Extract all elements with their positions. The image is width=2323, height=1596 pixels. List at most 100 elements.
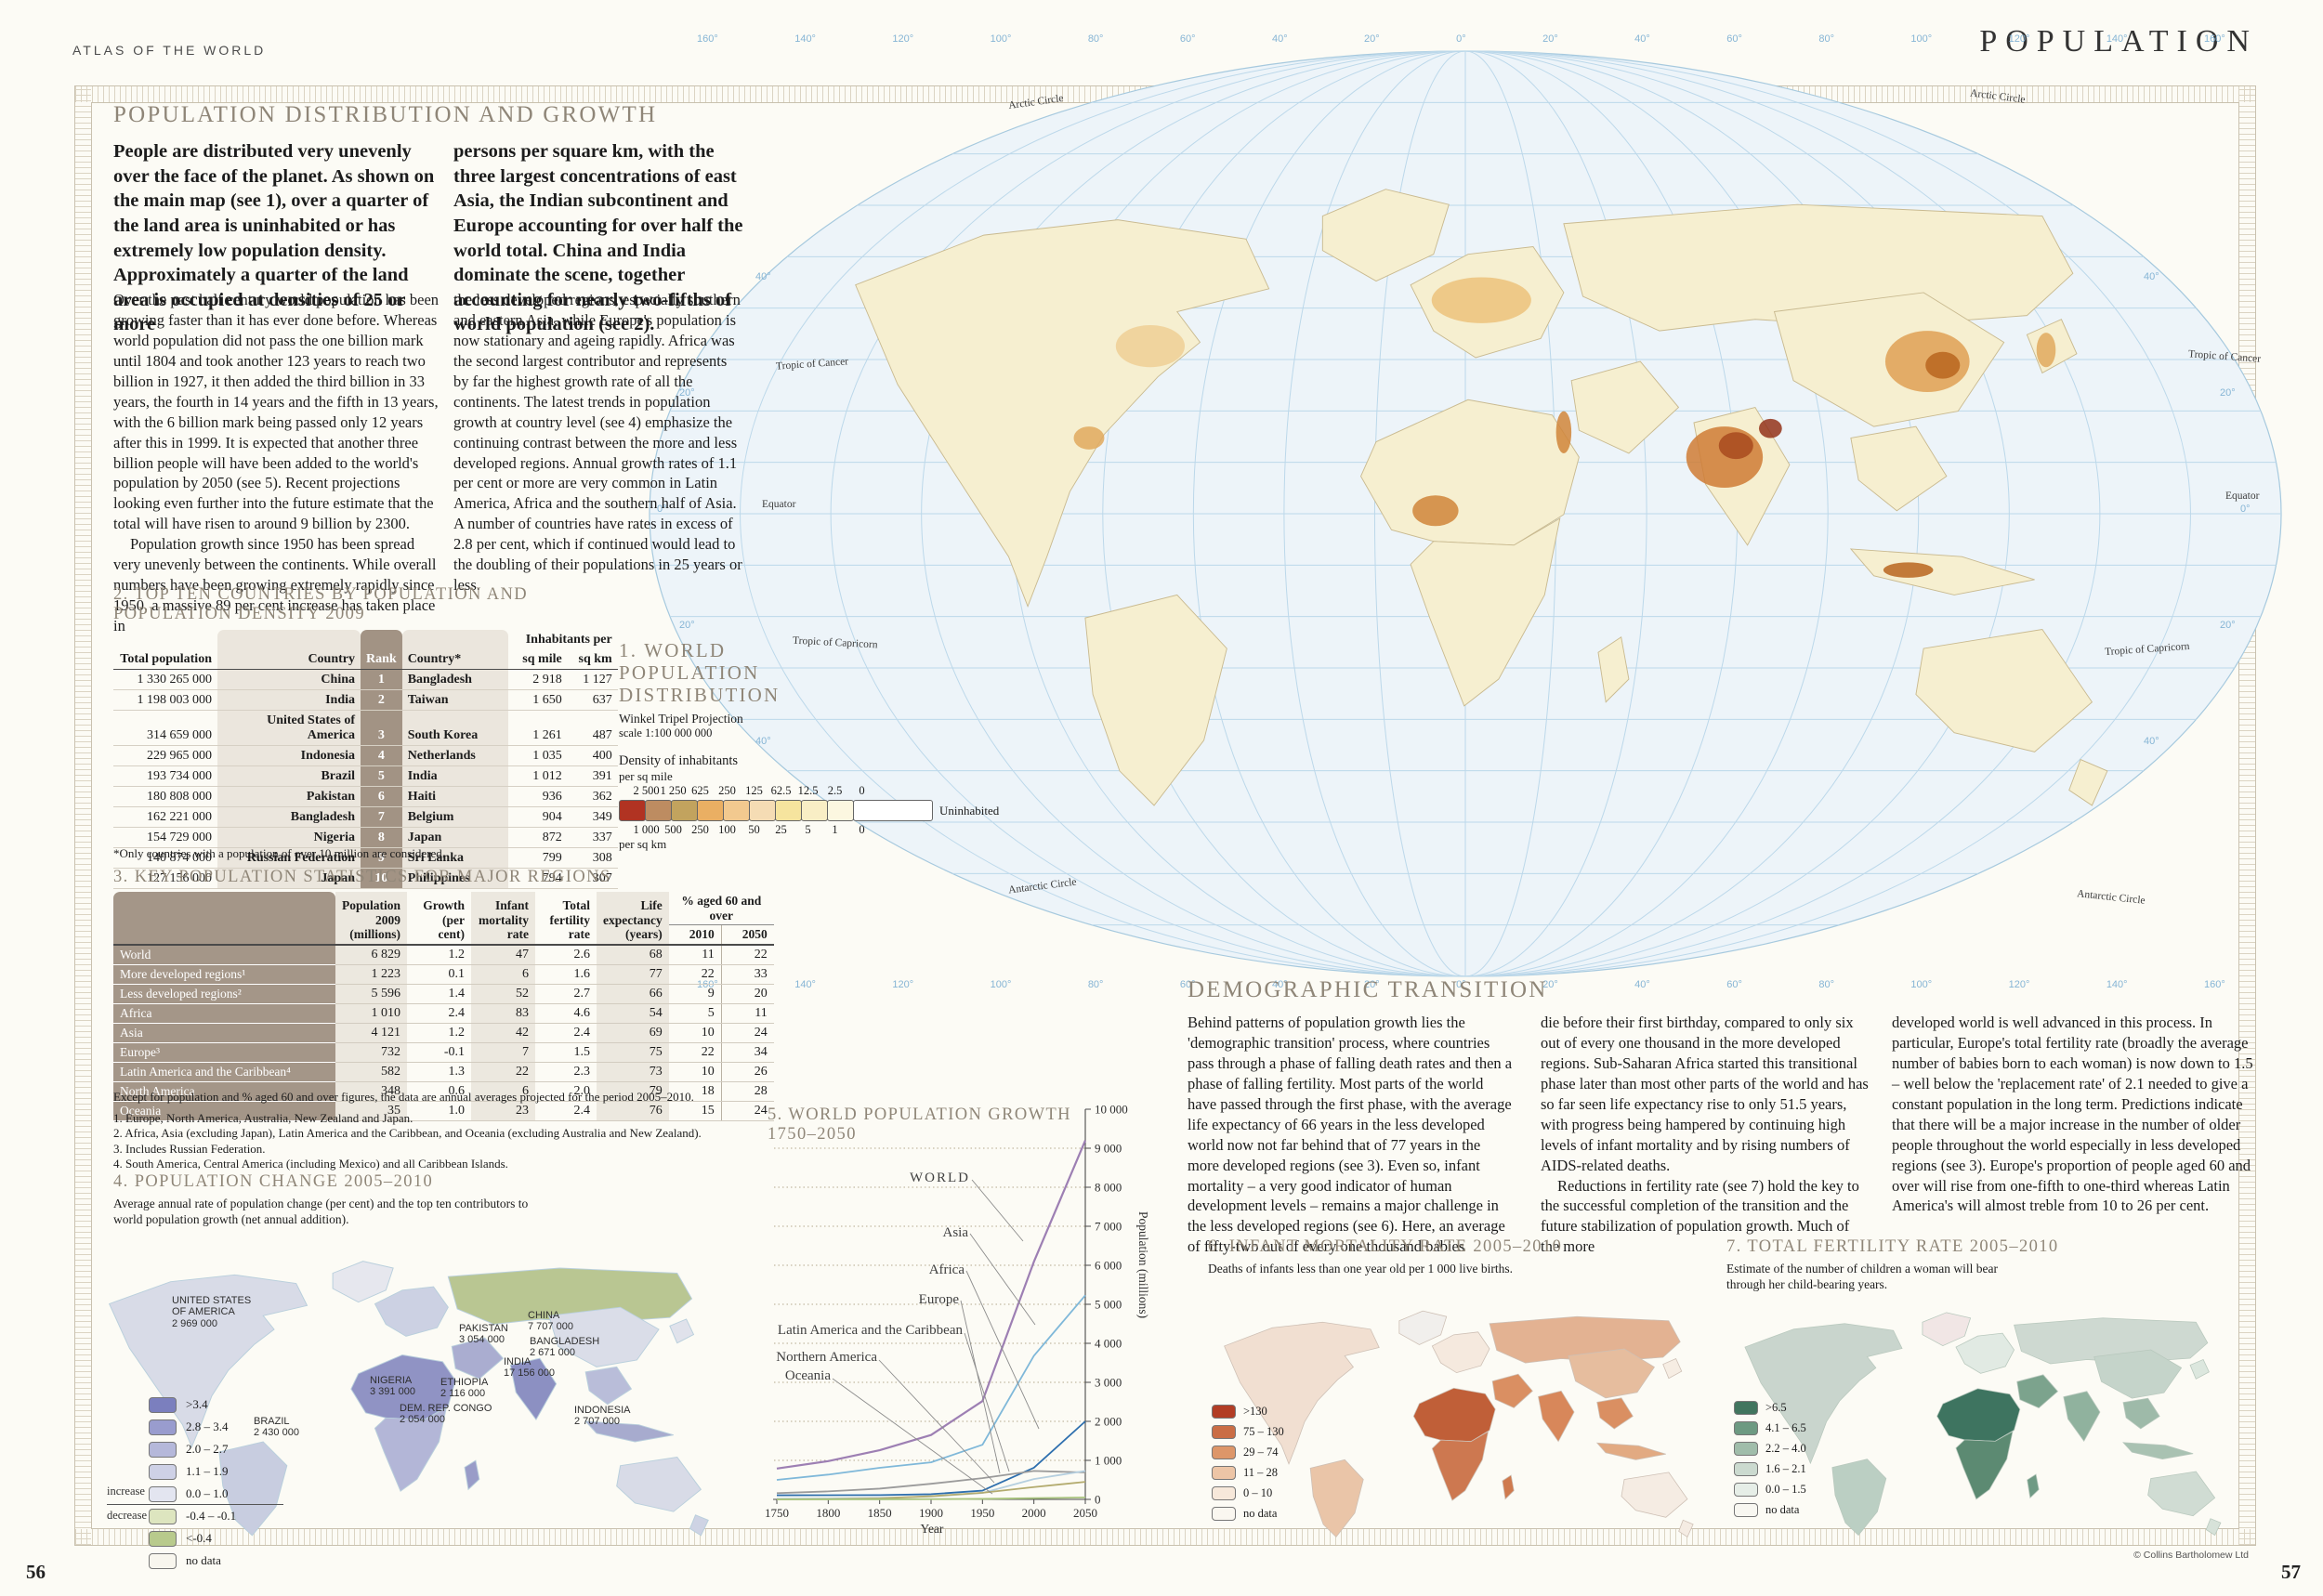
density-swatch xyxy=(645,800,672,822)
country-callout: BRAZIL 2 430 000 xyxy=(254,1416,299,1439)
col-infant-mortality: Infant mortality rate xyxy=(471,892,536,946)
svg-text:6 000: 6 000 xyxy=(1095,1259,1122,1273)
legend-swatch xyxy=(1212,1445,1236,1459)
legend-row: 0 – 10 xyxy=(1212,1483,1284,1503)
country-callout: PAKISTAN 3 054 000 xyxy=(459,1323,508,1346)
table-row: 140 874 000 Russian Federation 9 Sri Lan… xyxy=(113,847,618,869)
legend-row: >6.5 xyxy=(1734,1397,1806,1418)
map7-subtitle: Estimate of the number of children a wom… xyxy=(1726,1262,1999,1291)
equator-label: Equator xyxy=(762,499,796,510)
series-label-world: WORLD xyxy=(910,1171,970,1185)
table-row: 1 330 265 000 China 1 Bangladesh 2 918 1… xyxy=(113,669,618,690)
density-swatch xyxy=(749,800,776,822)
demographic-col3: developed world is well advanced in this… xyxy=(1892,1014,2253,1215)
col-rank: Rank xyxy=(361,649,402,670)
world-map-svg xyxy=(649,50,2282,977)
density-swatch xyxy=(853,800,933,822)
map7-legend: >6.5 4.1 – 6.5 2.2 – 4.0 1.6 – 2.1 0.0 –… xyxy=(1734,1397,1806,1520)
series-label-northern-america: Northern America xyxy=(776,1350,877,1365)
density-swatch xyxy=(723,800,750,822)
series-label-oceania: Oceania xyxy=(784,1368,831,1383)
legend-swatch xyxy=(149,1485,177,1502)
map-latitude-label: 20° xyxy=(679,620,695,631)
legend-swatch xyxy=(1734,1400,1758,1415)
country-callout: NIGERIA 3 391 000 xyxy=(370,1375,415,1398)
table3-footnotes: 1. Europe, North America, Australia, New… xyxy=(113,1111,782,1171)
table-row: More developed regions¹ 1 223 0.1 6 1.6 … xyxy=(113,964,774,985)
legend-row: 2.0 – 2.7 xyxy=(149,1438,321,1460)
density-legend-title: Density of inhabitants xyxy=(619,753,739,769)
legend-row: 0.0 – 1.5 xyxy=(1734,1479,1806,1499)
col-total-population: Total population xyxy=(113,649,217,670)
svg-text:2000: 2000 xyxy=(1022,1506,1046,1520)
svg-text:9 000: 9 000 xyxy=(1095,1142,1122,1156)
demographic-paragraph: die before their first birthday, compare… xyxy=(1541,1014,1869,1174)
svg-text:3 000: 3 000 xyxy=(1095,1376,1122,1390)
top-ten-countries-table: Inhabitants per Total population Country… xyxy=(113,630,618,889)
svg-text:1750: 1750 xyxy=(765,1506,789,1520)
footnote-line: 4. South America, Central America (inclu… xyxy=(113,1156,508,1171)
col-life-expectancy: Life expectancy (years) xyxy=(597,892,669,946)
density-swatch xyxy=(697,800,724,822)
svg-text:1800: 1800 xyxy=(816,1506,840,1520)
frame-tickband-bottom xyxy=(75,1529,2255,1545)
table-row: Europe³ 732 -0.1 7 1.5 75 22 34 xyxy=(113,1042,774,1063)
map-latitude-label: 40° xyxy=(2144,271,2159,282)
svg-text:10 000: 10 000 xyxy=(1095,1103,1128,1117)
svg-text:7 000: 7 000 xyxy=(1095,1220,1122,1234)
key-population-statistics-table: Population 2009 (millions) Growth (per c… xyxy=(113,892,774,1121)
table-row: Less developed regions² 5 596 1.4 52 2.7… xyxy=(113,984,774,1004)
map6-title: 6. INFANT MORTALITY RATE 2005–2010 xyxy=(1208,1237,1563,1256)
demographic-col1: Behind patterns of population growth lie… xyxy=(1188,1014,1513,1256)
country-callout: INDIA 17 156 000 xyxy=(504,1356,556,1380)
legend-swatch xyxy=(1734,1441,1758,1456)
legend-swatch xyxy=(1212,1506,1236,1521)
infant-mortality-map-svg xyxy=(1224,1310,1694,1538)
table-row: 314 659 000 United States of America 3 S… xyxy=(113,710,618,746)
footnote-line: 3. Includes Russian Federation. xyxy=(113,1141,266,1156)
legend-row: no data xyxy=(1212,1503,1284,1524)
svg-text:5 000: 5 000 xyxy=(1095,1298,1122,1312)
legend-row: 0.0 – 1.0 xyxy=(149,1483,321,1505)
map-latitude-label: 40° xyxy=(2144,736,2159,747)
density-values-per-sq-km: 1 000 500 250 100 50 25 5 1 0 xyxy=(633,823,865,837)
map4-title: 4. POPULATION CHANGE 2005–2010 xyxy=(113,1172,434,1191)
col-population: Population 2009 (millions) xyxy=(335,892,408,946)
footnote-line: 1. Europe, North America, Australia, New… xyxy=(113,1111,413,1125)
map7-title: 7. TOTAL FERTILITY RATE 2005–2010 xyxy=(1726,1237,2059,1256)
y-axis-label: Population (millions) xyxy=(1136,1211,1150,1319)
col-2010: 2010 xyxy=(668,924,722,946)
country-callout: UNITED STATES OF AMERICA 2 969 000 xyxy=(172,1295,252,1329)
legend-swatch xyxy=(149,1530,177,1547)
legend-row: 11 – 28 xyxy=(1212,1462,1284,1483)
density-color-ramp: Uninhabited xyxy=(619,800,999,822)
legend-row: 1.6 – 2.1 xyxy=(1734,1459,1806,1479)
legend-swatch xyxy=(149,1441,177,1458)
col-fertility: Total fertility rate xyxy=(535,892,597,946)
col-2050: 2050 xyxy=(720,924,774,946)
density-swatch xyxy=(671,800,698,822)
legend-row: -0.4 – -0.1 xyxy=(149,1505,321,1527)
density-swatch xyxy=(619,800,646,822)
density-swatch xyxy=(775,800,802,822)
map4-subtitle: Average annual rate of population change… xyxy=(113,1197,529,1226)
density-swatch xyxy=(801,800,828,822)
population-change-map-svg xyxy=(108,1261,709,1537)
legend-row: 2.8 – 3.4 xyxy=(149,1416,321,1438)
legend-row: no data xyxy=(1734,1499,1806,1520)
svg-text:2 000: 2 000 xyxy=(1095,1415,1122,1429)
x-axis-label: Year xyxy=(920,1522,944,1536)
chart-title: 5. WORLD POPULATION GROWTH 1750–2050 xyxy=(768,1105,1071,1144)
legend-decrease-label: decrease xyxy=(107,1509,148,1522)
legend-swatch xyxy=(1734,1482,1758,1497)
map-latitude-label: 20° xyxy=(2220,387,2236,399)
intro-paragraph: Over the past half century world populat… xyxy=(113,291,440,533)
table-row: Africa 1 010 2.4 83 4.6 54 5 11 xyxy=(113,1003,774,1024)
legend-divider xyxy=(107,1504,283,1505)
table2-title: 2. TOP TEN COUNTRIES BY POPULATION AND P… xyxy=(113,585,529,623)
table-row: 1 198 003 000 India 2 Taiwan 1 650 637 xyxy=(113,689,618,711)
svg-text:1 000: 1 000 xyxy=(1095,1454,1122,1468)
col-country2: Country* xyxy=(401,649,508,670)
svg-text:1950: 1950 xyxy=(970,1506,994,1520)
